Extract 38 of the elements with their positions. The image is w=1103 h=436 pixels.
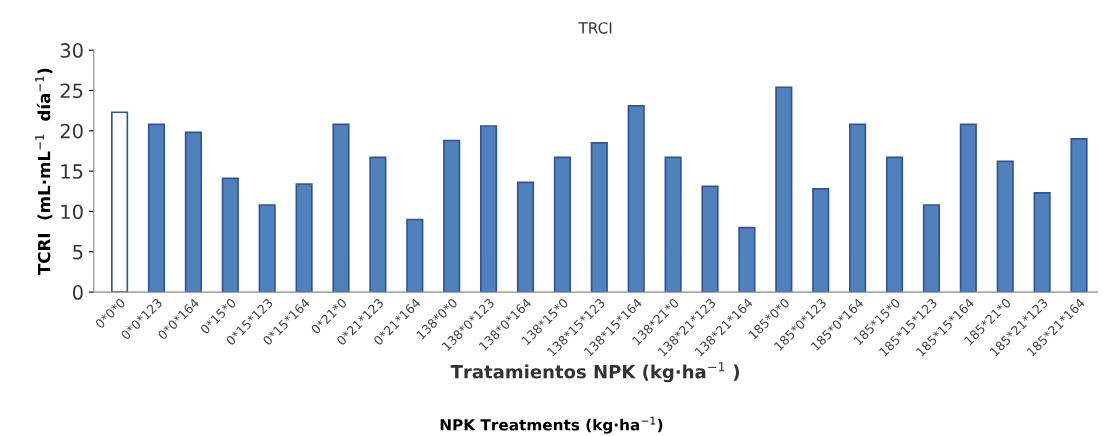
y-tick-label: 5 — [73, 245, 83, 260]
bar — [738, 226, 756, 293]
bar — [1070, 138, 1088, 293]
x-axis-title: Tratamientos NPK (kg·ha$^{−1}$ ) — [450, 362, 740, 383]
y-tick-label: 25 — [60, 83, 83, 99]
y-tick-label: 20 — [60, 123, 83, 139]
bar — [553, 156, 571, 293]
bar — [147, 123, 166, 293]
bar — [480, 125, 498, 293]
bar — [627, 104, 645, 293]
bar — [332, 123, 350, 293]
bar — [922, 204, 941, 293]
y-tick-label: 10 — [61, 204, 83, 220]
bar — [295, 183, 313, 293]
bar — [516, 181, 535, 293]
bar — [996, 160, 1014, 293]
bar — [664, 156, 682, 293]
bar — [775, 86, 793, 293]
y-axis-title: TCRI (mL·mL$^{−1}$ día$^{−1}$) — [35, 68, 53, 276]
text: NPK Treatments (kg·ha$^{−1}$) — [440, 416, 663, 434]
bar — [959, 123, 977, 293]
bar — [885, 156, 904, 293]
bar — [258, 204, 276, 293]
bar — [812, 188, 830, 293]
bar — [701, 185, 719, 293]
y-tick-label: 15 — [61, 164, 83, 179]
bar — [443, 139, 461, 293]
y-tick-label: 30 — [60, 43, 83, 58]
bar — [184, 131, 202, 293]
bar — [406, 218, 424, 293]
bar — [221, 177, 239, 293]
bar — [1033, 192, 1051, 293]
chart-title: TRCI — [578, 22, 612, 34]
bar — [849, 123, 867, 293]
bar — [369, 156, 387, 293]
bar — [111, 111, 129, 293]
y-tick-label: 0 — [72, 285, 83, 300]
bar — [590, 142, 608, 293]
